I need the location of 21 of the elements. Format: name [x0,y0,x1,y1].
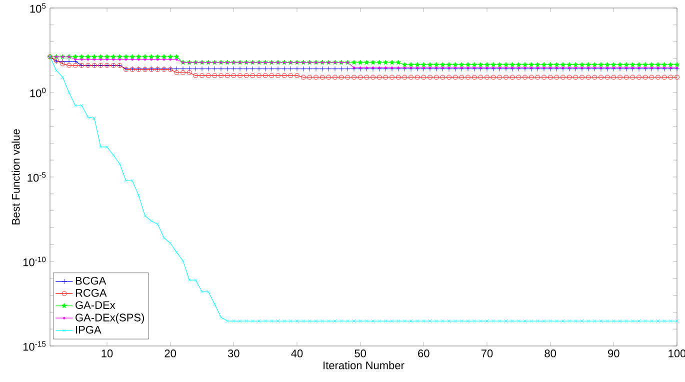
x-axis-title: Iteration Number [324,361,404,370]
x-tick-label: 50 [354,350,366,358]
x-tick-label: 40 [291,350,303,358]
legend-label: BCGA [76,276,106,285]
y-tick-label: 10$^{-15}$ [23,341,46,351]
x-tick-label: 60 [418,350,430,358]
x-tick-label: 10 [102,350,113,358]
y-axis-title: Best Function value [12,129,20,224]
x-tick-label: 80 [544,350,556,358]
y-tick-label: 10$^{0}$ [30,88,46,98]
x-tick-label: 20 [164,350,176,358]
x-tick-label: 90 [608,350,620,358]
y-tick-label: 10$^{-10}$ [23,256,46,266]
y-tick-label: 10$^{-5}$ [28,172,46,182]
legend-label: RCGA [76,289,107,297]
x-tick-label: 30 [228,350,240,358]
legend-label: GA-DEx [76,301,116,309]
x-tick-label: 70 [481,350,493,358]
y-tick-label: 10$^{5}$ [30,3,46,13]
legend-label: GA-DEx(SPS) [76,313,144,324]
legend-label: IPGA [76,326,102,334]
